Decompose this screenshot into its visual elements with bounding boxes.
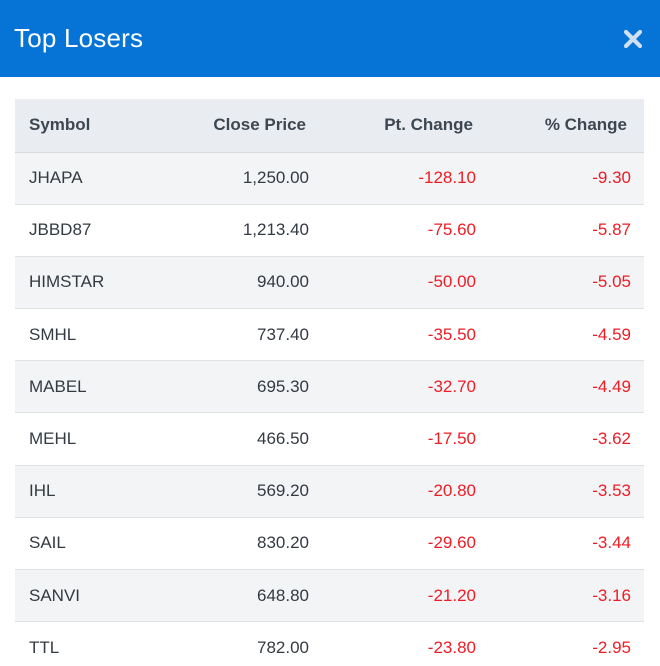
- row-pct-change: -4.49: [477, 360, 644, 414]
- row-symbol: HIMSTAR: [15, 256, 165, 310]
- table-row[interactable]: JBBD87 1,213.40 -75.60 -5.87: [15, 204, 644, 257]
- row-pct-change: -2.95: [477, 621, 644, 666]
- table-row[interactable]: JHAPA 1,250.00 -128.10 -9.30: [15, 152, 644, 205]
- table-row[interactable]: MABEL 695.30 -32.70 -4.49: [15, 360, 644, 414]
- row-pct-change: -9.30: [477, 152, 644, 205]
- row-symbol: SANVI: [15, 569, 165, 623]
- column-header-close-price[interactable]: Close Price: [165, 99, 310, 153]
- row-pt-change: -17.50: [310, 412, 477, 466]
- table-row[interactable]: SAIL 830.20 -29.60 -3.44: [15, 517, 644, 571]
- table-row[interactable]: SMHL 737.40 -35.50 -4.59: [15, 308, 644, 362]
- row-close-price: 695.30: [165, 360, 310, 414]
- column-header-pt-change[interactable]: Pt. Change: [310, 99, 477, 153]
- row-pct-change: -3.44: [477, 517, 644, 571]
- row-close-price: 782.00: [165, 621, 310, 666]
- row-pct-change: -4.59: [477, 308, 644, 362]
- row-close-price: 830.20: [165, 517, 310, 571]
- row-symbol: SMHL: [15, 308, 165, 362]
- close-icon: [623, 29, 643, 48]
- row-symbol: TTL: [15, 621, 165, 666]
- row-symbol: JHAPA: [15, 152, 165, 205]
- row-pct-change: -3.62: [477, 412, 644, 466]
- row-symbol: SAIL: [15, 517, 165, 571]
- row-pt-change: -128.10: [310, 152, 477, 205]
- table-row[interactable]: TTL 782.00 -23.80 -2.95: [15, 621, 644, 666]
- modal-title: Top Losers: [14, 23, 144, 53]
- row-pct-change: -3.53: [477, 465, 644, 518]
- row-close-price: 1,213.40: [165, 204, 310, 257]
- row-pt-change: -32.70: [310, 360, 477, 414]
- row-pt-change: -29.60: [310, 517, 477, 571]
- table-row[interactable]: SANVI 648.80 -21.20 -3.16: [15, 569, 644, 623]
- row-close-price: 569.20: [165, 465, 310, 518]
- row-pct-change: -5.87: [477, 204, 644, 257]
- table-header-row: Symbol Close Price Pt. Change % Change: [15, 99, 644, 153]
- modal-header: Top Losers: [0, 0, 660, 77]
- column-header-pct-change[interactable]: % Change: [477, 99, 644, 153]
- row-symbol: MABEL: [15, 360, 165, 414]
- row-pct-change: -5.05: [477, 256, 644, 310]
- row-pt-change: -20.80: [310, 465, 477, 518]
- row-pct-change: -3.16: [477, 569, 644, 623]
- close-button[interactable]: [620, 26, 646, 52]
- table-row[interactable]: IHL 569.20 -20.80 -3.53: [15, 465, 644, 518]
- row-pt-change: -50.00: [310, 256, 477, 310]
- row-symbol: JBBD87: [15, 204, 165, 257]
- top-losers-table: Symbol Close Price Pt. Change % Change J…: [15, 99, 644, 666]
- column-header-symbol[interactable]: Symbol: [15, 99, 165, 153]
- row-symbol: MEHL: [15, 412, 165, 466]
- row-pt-change: -35.50: [310, 308, 477, 362]
- table-row[interactable]: MEHL 466.50 -17.50 -3.62: [15, 412, 644, 466]
- row-pt-change: -23.80: [310, 621, 477, 666]
- row-close-price: 940.00: [165, 256, 310, 310]
- row-symbol: IHL: [15, 465, 165, 518]
- table-row[interactable]: HIMSTAR 940.00 -50.00 -5.05: [15, 256, 644, 310]
- row-pt-change: -75.60: [310, 204, 477, 257]
- row-close-price: 1,250.00: [165, 152, 310, 205]
- row-close-price: 737.40: [165, 308, 310, 362]
- row-close-price: 466.50: [165, 412, 310, 466]
- row-close-price: 648.80: [165, 569, 310, 623]
- row-pt-change: -21.20: [310, 569, 477, 623]
